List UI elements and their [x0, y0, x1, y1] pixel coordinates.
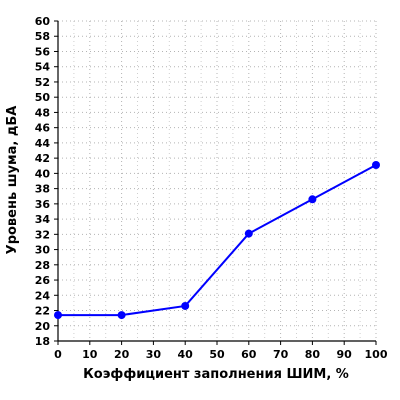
- x-tick-label: 100: [365, 348, 388, 361]
- y-tick-label: 44: [35, 137, 51, 150]
- y-tick-label: 28: [35, 259, 50, 272]
- y-axis-title: Уровень шума, дБА: [5, 106, 20, 255]
- y-tick-label: 38: [35, 183, 50, 196]
- y-tick-label: 40: [35, 167, 51, 180]
- x-tick-label: 60: [241, 348, 257, 361]
- y-tick-label: 26: [35, 274, 51, 287]
- y-tick-label: 56: [35, 45, 51, 58]
- axes: [54, 20, 377, 345]
- x-tick-label: 40: [178, 348, 194, 361]
- y-tick-label: 46: [35, 122, 51, 135]
- y-tick-label: 42: [35, 152, 50, 165]
- y-tick-label: 24: [35, 289, 51, 302]
- y-tick-label: 58: [35, 30, 50, 43]
- data-point: [244, 229, 253, 238]
- y-tick-label: 20: [35, 320, 51, 333]
- y-tick-label: 32: [35, 228, 50, 241]
- y-tick-label: 34: [35, 213, 51, 226]
- x-axis-title: Коэффициент заполнения ШИМ, %: [83, 367, 349, 382]
- x-tick-labels: 0 10 20 30 40 50 60 70 80 90 100: [54, 348, 388, 361]
- data-point: [308, 195, 317, 204]
- y-tick-label: 36: [35, 198, 51, 211]
- data-point: [54, 311, 62, 320]
- x-tick-label: 80: [305, 348, 321, 361]
- y-tick-label: 54: [35, 61, 51, 74]
- x-tick-label: 90: [337, 348, 353, 361]
- x-tick-label: 50: [209, 348, 225, 361]
- x-tick-label: 0: [54, 348, 62, 361]
- y-tick-label: 18: [35, 335, 50, 348]
- grid: [58, 20, 377, 341]
- series-line: [58, 164, 377, 317]
- data-point: [372, 161, 380, 169]
- x-tick-label: 30: [146, 348, 162, 361]
- y-tick-label: 30: [35, 244, 51, 257]
- y-tick-label: 52: [35, 76, 50, 89]
- y-tick-labels: 18 20 22 24 26 28 30 32 34 36 38 40 42 44 46 48 50 52 54 56…: [35, 15, 51, 348]
- data-point: [181, 301, 190, 310]
- x-tick-label: 70: [273, 348, 289, 361]
- x-tick-label: 10: [82, 348, 98, 361]
- y-tick-label: 60: [35, 15, 51, 28]
- x-tick-label: 20: [114, 348, 130, 361]
- data-point: [117, 311, 126, 320]
- y-tick-label: 22: [35, 305, 50, 318]
- series: [54, 161, 380, 320]
- y-tick-label: 50: [35, 91, 51, 104]
- y-tick-label: 48: [35, 106, 50, 119]
